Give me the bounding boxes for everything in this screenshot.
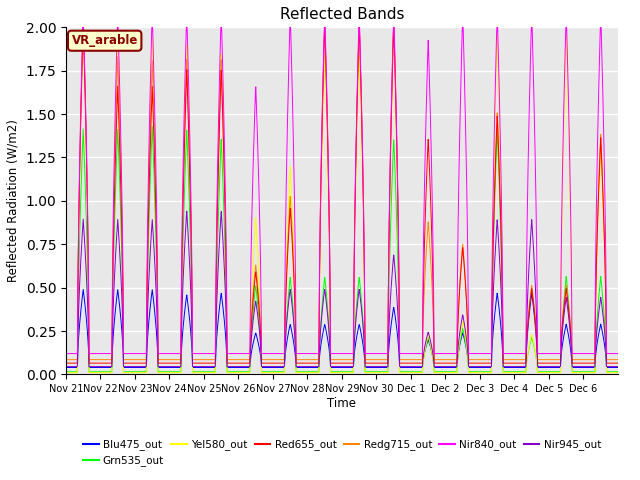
Legend: Blu475_out, Grn535_out, Yel580_out, Red655_out, Redg715_out, Nir840_out, Nir945_: Blu475_out, Grn535_out, Yel580_out, Red6… bbox=[79, 435, 605, 470]
Grn535_out bbox=[607, 369, 614, 375]
Nir840_out bbox=[376, 351, 383, 357]
Grn535_out bbox=[148, 123, 156, 129]
Nir840_out bbox=[508, 351, 516, 357]
Redg715_out bbox=[540, 357, 547, 362]
Nir945_out bbox=[508, 364, 516, 370]
Nir840_out bbox=[607, 351, 614, 357]
Redg715_out bbox=[376, 357, 383, 362]
Yel580_out bbox=[376, 370, 383, 375]
Yel580_out bbox=[62, 370, 70, 375]
Red655_out bbox=[62, 360, 70, 366]
Yel580_out bbox=[79, 28, 87, 34]
Nir840_out bbox=[79, 24, 87, 30]
Blu475_out bbox=[62, 365, 70, 371]
Nir840_out bbox=[118, 162, 125, 168]
Red655_out bbox=[118, 207, 125, 213]
Blu475_out bbox=[540, 365, 547, 371]
Blu475_out bbox=[614, 365, 622, 371]
Grn535_out bbox=[237, 369, 244, 375]
Yel580_out bbox=[607, 370, 614, 375]
Nir945_out bbox=[62, 364, 70, 370]
Nir945_out bbox=[237, 364, 244, 370]
Grn535_out bbox=[540, 369, 547, 375]
Blu475_out bbox=[376, 365, 383, 371]
Redg715_out bbox=[607, 357, 614, 362]
Redg715_out bbox=[237, 357, 244, 362]
Nir945_out bbox=[376, 364, 383, 370]
Y-axis label: Reflected Radiation (W/m2): Reflected Radiation (W/m2) bbox=[7, 120, 20, 282]
Yel580_out bbox=[118, 184, 125, 190]
Nir945_out bbox=[540, 364, 547, 370]
Yel580_out bbox=[614, 370, 622, 375]
Yel580_out bbox=[237, 370, 244, 375]
Blu475_out bbox=[508, 365, 516, 371]
Nir840_out bbox=[62, 351, 70, 357]
Grn535_out bbox=[62, 369, 70, 375]
Line: Red655_out: Red655_out bbox=[66, 27, 618, 363]
Red655_out bbox=[376, 360, 383, 366]
Text: VR_arable: VR_arable bbox=[72, 34, 138, 47]
Redg715_out bbox=[614, 357, 622, 362]
Yel580_out bbox=[540, 370, 547, 375]
Line: Blu475_out: Blu475_out bbox=[66, 289, 618, 368]
Nir840_out bbox=[540, 351, 547, 357]
Grn535_out bbox=[508, 369, 516, 375]
Blu475_out bbox=[607, 365, 614, 371]
Nir840_out bbox=[237, 351, 244, 357]
Nir945_out bbox=[607, 364, 614, 370]
Blu475_out bbox=[118, 322, 125, 327]
Red655_out bbox=[540, 360, 547, 366]
Nir945_out bbox=[117, 277, 125, 283]
Red655_out bbox=[237, 360, 244, 366]
Redg715_out bbox=[62, 357, 70, 362]
Line: Nir840_out: Nir840_out bbox=[66, 27, 618, 354]
Blu475_out bbox=[79, 287, 87, 292]
Redg715_out bbox=[508, 357, 516, 362]
X-axis label: Time: Time bbox=[328, 397, 356, 410]
Grn535_out bbox=[614, 369, 622, 375]
Title: Reflected Bands: Reflected Bands bbox=[280, 7, 404, 22]
Red655_out bbox=[508, 360, 516, 366]
Line: Yel580_out: Yel580_out bbox=[66, 31, 618, 372]
Line: Redg715_out: Redg715_out bbox=[66, 27, 618, 360]
Yel580_out bbox=[508, 370, 516, 375]
Nir945_out bbox=[614, 364, 622, 370]
Blu475_out bbox=[237, 365, 244, 371]
Line: Nir945_out: Nir945_out bbox=[66, 211, 618, 367]
Red655_out bbox=[607, 360, 614, 366]
Red655_out bbox=[614, 360, 622, 366]
Grn535_out bbox=[117, 226, 125, 232]
Redg715_out bbox=[118, 189, 125, 195]
Grn535_out bbox=[376, 369, 383, 375]
Redg715_out bbox=[79, 24, 87, 30]
Nir840_out bbox=[614, 351, 622, 357]
Red655_out bbox=[79, 24, 87, 30]
Line: Grn535_out: Grn535_out bbox=[66, 126, 618, 372]
Nir945_out bbox=[183, 208, 191, 214]
